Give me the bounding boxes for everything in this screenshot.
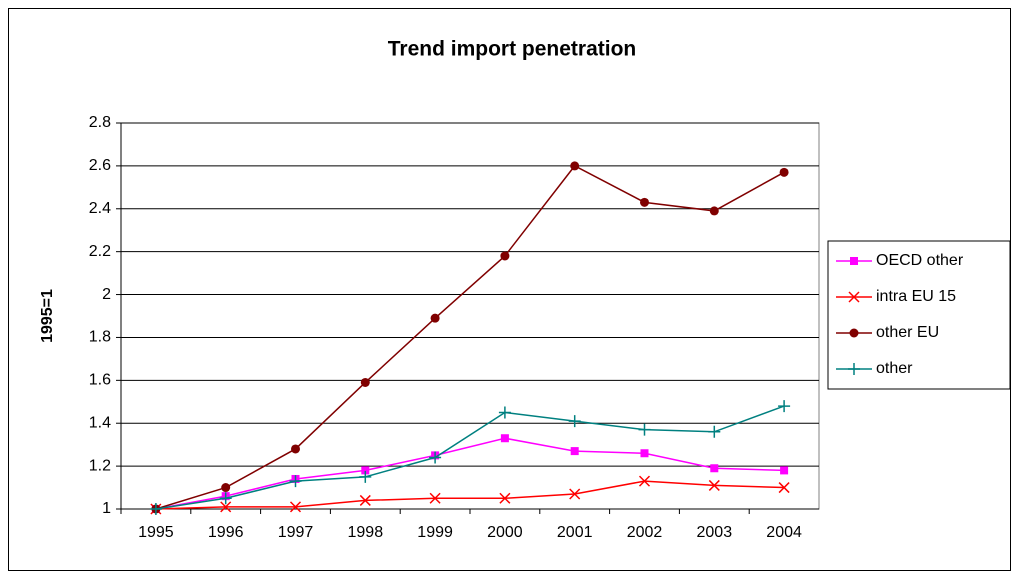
marker [359, 470, 372, 483]
marker [710, 464, 719, 473]
marker [429, 492, 441, 504]
legend-label: intra EU 15 [876, 288, 956, 305]
marker [638, 475, 651, 487]
marker [569, 488, 581, 500]
y-axis-label: 1995=1 [39, 289, 56, 343]
marker [289, 475, 302, 488]
marker [430, 313, 440, 323]
marker [709, 206, 719, 216]
marker [291, 444, 300, 454]
marker [361, 466, 370, 475]
marker [500, 434, 509, 443]
y-tick-label: 2.4 [89, 200, 111, 217]
x-tick-label: 2003 [697, 524, 733, 541]
y-tick-label: 1 [102, 500, 111, 517]
y-tick-label: 1.4 [89, 414, 111, 431]
y-tick-label: 2.8 [89, 114, 111, 131]
x-tick-label: 1999 [417, 524, 453, 541]
marker [778, 482, 790, 494]
x-tick-label: 1997 [278, 524, 314, 541]
y-tick-label: 1.2 [89, 457, 111, 474]
chart-title: Trend import penetration [388, 38, 637, 61]
marker [708, 425, 721, 438]
legend-box [827, 240, 1011, 390]
y-tick-label: 2.6 [89, 157, 111, 174]
y-tick-label: 2.2 [89, 243, 111, 260]
series-line [155, 405, 785, 510]
marker [780, 466, 789, 475]
legend-marker [850, 257, 858, 265]
legend-label: other EU [876, 324, 939, 341]
marker [568, 415, 581, 428]
x-tick-label: 2000 [487, 524, 523, 541]
marker [570, 447, 579, 456]
legend-label: OECD other [876, 252, 964, 269]
marker [779, 167, 789, 177]
marker [429, 451, 442, 464]
marker [500, 251, 510, 261]
series-line [155, 164, 785, 510]
marker [778, 400, 791, 413]
x-tick-label: 1996 [208, 524, 244, 541]
marker [220, 501, 232, 513]
marker [498, 406, 511, 419]
marker [638, 423, 651, 436]
legend-marker [848, 363, 860, 375]
marker [360, 377, 370, 387]
x-tick-label: 1995 [138, 524, 174, 541]
x-tick-label: 2004 [766, 524, 802, 541]
marker [570, 161, 580, 171]
legend-marker [848, 291, 860, 303]
marker [359, 494, 371, 506]
marker [708, 479, 720, 491]
marker [221, 483, 231, 493]
y-tick-label: 1.8 [89, 329, 111, 346]
x-tick-label: 2002 [627, 524, 663, 541]
series-line [155, 437, 785, 510]
marker [289, 501, 302, 513]
marker [640, 449, 649, 458]
marker [640, 197, 649, 207]
marker [149, 503, 162, 515]
legend-marker [849, 328, 859, 338]
x-tick-label: 1998 [348, 524, 384, 541]
marker [499, 492, 511, 504]
plot-area [120, 122, 820, 510]
legend-label: other [876, 360, 913, 377]
marker [219, 492, 232, 505]
y-tick-label: 1.6 [89, 372, 111, 389]
series-line [155, 480, 785, 510]
y-tick-label: 2 [102, 286, 111, 303]
x-tick-label: 2001 [557, 524, 593, 541]
